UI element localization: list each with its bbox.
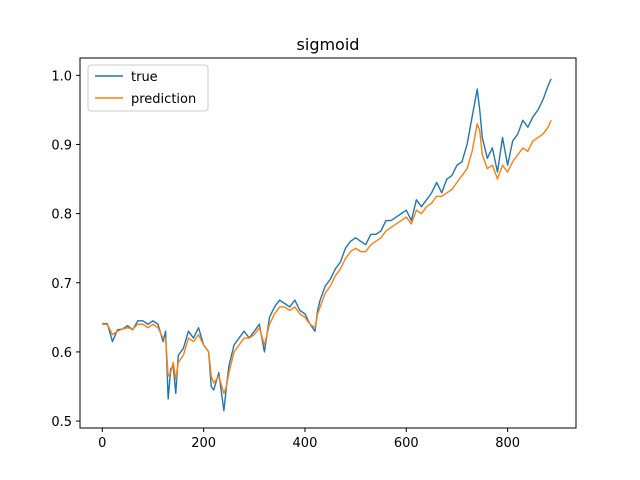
y-tick-label: 0.9 [51,138,72,153]
series-line-prediction [102,119,552,395]
x-tick-label: 400 [293,436,318,451]
y-axis: 0.5 0.6 0.7 0.8 0.9 1.0 [51,69,80,430]
x-tick-label: 200 [191,436,216,451]
y-tick-label: 0.6 [51,346,72,361]
y-tick-label: 0.8 [51,208,72,223]
plot-frame [79,57,577,429]
y-tick-label: 0.7 [51,277,72,292]
x-axis: 0 200 400 600 800 [98,428,520,451]
legend-label-true: true [131,70,158,85]
legend: true prediction [87,64,209,112]
series-layer [102,78,552,412]
y-tick-label: 1.0 [51,69,72,84]
plot-area [79,57,577,429]
x-tick-label: 0 [98,436,106,451]
x-tick-label: 800 [495,436,520,451]
legend-label-prediction: prediction [131,92,196,107]
chart-title: sigmoid [297,35,360,54]
x-tick-label: 600 [394,436,419,451]
y-tick-label: 0.5 [51,415,72,430]
